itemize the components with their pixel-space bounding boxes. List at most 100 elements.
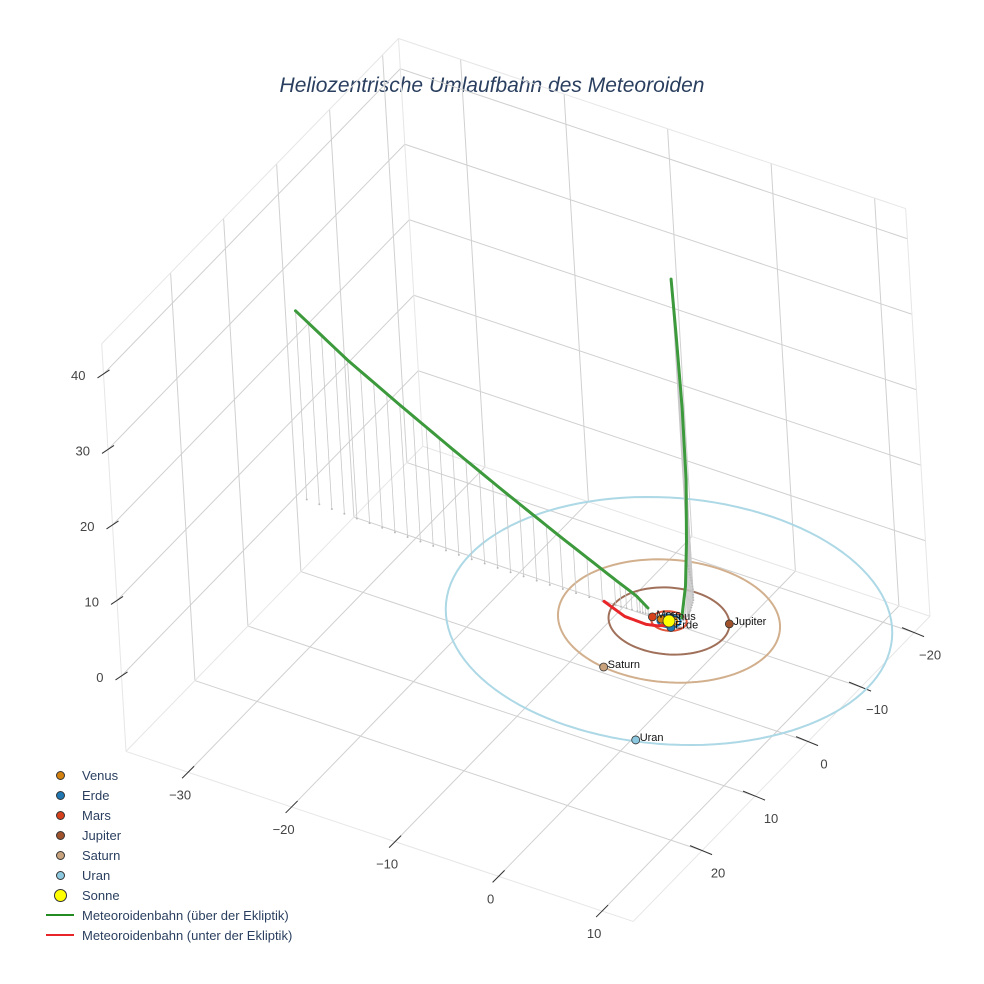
legend-item[interactable]: Saturn <box>40 845 292 865</box>
legend-item[interactable]: Meteoroidenbahn (unter der Ekliptik) <box>40 925 292 945</box>
legend-item[interactable]: Uran <box>40 865 292 885</box>
drop-lines <box>295 279 695 622</box>
legend-item[interactable]: Meteoroidenbahn (über der Ekliptik) <box>40 905 292 925</box>
wall-grid-line <box>382 54 408 463</box>
wall-grid-line <box>112 219 410 526</box>
drop-foot <box>687 567 690 570</box>
box-edge <box>398 38 906 210</box>
drop-line <box>572 546 577 594</box>
drop-foot <box>682 619 685 622</box>
planet-label: Jupiter <box>733 616 766 628</box>
drop-line <box>360 371 370 524</box>
planet-label: Saturn <box>608 659 640 671</box>
drop-foot <box>691 601 694 604</box>
wall-grid-line <box>404 143 913 315</box>
floor-grid-line <box>194 680 703 852</box>
floor-grid-line <box>291 501 589 808</box>
x-tick <box>595 904 609 918</box>
meteoroid-track <box>294 277 688 628</box>
legend-item[interactable]: Sonne <box>40 885 292 905</box>
drop-foot <box>381 526 384 529</box>
legend-label: Meteoroidenbahn (über der Ekliptik) <box>82 907 289 923</box>
drop-line <box>295 310 308 500</box>
y-tick <box>848 681 872 692</box>
wall-grid-line <box>563 94 589 502</box>
box-edge <box>125 750 634 922</box>
x-tick-label: 10 <box>587 926 601 941</box>
wall-grid-line <box>418 370 926 542</box>
floor-grid-line <box>394 536 693 842</box>
wall-grid-line <box>116 294 415 601</box>
drop-line <box>308 323 320 505</box>
wall-grid-line <box>874 198 900 606</box>
drop-line <box>438 438 447 551</box>
y-tick-label: 10 <box>764 811 778 826</box>
planet-label: Erde <box>675 619 698 631</box>
axis-grid <box>101 38 931 922</box>
z-tick <box>101 445 115 454</box>
x-tick <box>285 800 298 814</box>
legend-marker-icon <box>40 830 80 840</box>
drop-foot <box>330 508 333 511</box>
drop-foot <box>687 565 690 567</box>
drop-line <box>492 481 499 568</box>
legend-item[interactable]: Erde <box>40 785 292 805</box>
x-tick-label: −10 <box>376 857 398 872</box>
wall-grid-line <box>107 143 406 450</box>
legend-item[interactable]: Venus <box>40 765 292 785</box>
drop-foot <box>689 609 692 612</box>
drop-foot <box>688 570 691 573</box>
drop-line <box>613 578 617 606</box>
drop-foot <box>644 612 647 615</box>
legend-item[interactable]: Jupiter <box>40 825 292 845</box>
drop-foot <box>692 599 695 602</box>
drop-foot <box>445 549 448 552</box>
planet-label: Uran <box>640 732 664 744</box>
track-above-inbound <box>669 277 688 620</box>
drop-foot <box>639 610 642 613</box>
drop-line <box>465 460 473 560</box>
legend-item[interactable]: Mars <box>40 805 292 825</box>
y-tick <box>742 790 766 801</box>
drop-foot <box>305 498 308 501</box>
drop-foot <box>496 566 499 569</box>
drop-line <box>619 583 622 607</box>
drop-line <box>518 503 525 577</box>
drop-foot <box>561 588 564 591</box>
drop-foot <box>419 540 422 543</box>
z-tick <box>110 596 124 605</box>
drop-line <box>630 591 633 610</box>
drop-line <box>478 471 486 564</box>
legend-label: Saturn <box>82 847 121 863</box>
drop-line <box>321 335 333 510</box>
legend-label: Sonne <box>82 887 120 903</box>
y-tick-label: −10 <box>866 702 888 717</box>
drop-line <box>412 415 421 542</box>
drop-foot <box>368 522 371 525</box>
wall-grid-line <box>103 68 401 375</box>
sun <box>662 614 676 628</box>
drop-foot <box>683 618 686 621</box>
legend-label: Uran <box>82 867 111 883</box>
drop-foot <box>687 613 690 616</box>
drop-line <box>532 514 538 581</box>
floor-grid-line <box>406 462 915 634</box>
z-tick-label: 0 <box>96 670 103 685</box>
drop-line <box>425 426 434 546</box>
y-tick-label: 0 <box>820 757 827 772</box>
y-tick-label: −20 <box>919 648 941 663</box>
legend-line-icon <box>40 934 80 936</box>
y-tick <box>689 845 713 856</box>
wall-grid-line <box>329 109 355 518</box>
drop-foot <box>690 582 693 585</box>
x-tick-label: 0 <box>487 891 494 906</box>
legend-marker-icon <box>40 790 80 800</box>
planet-jupiter <box>724 619 734 629</box>
drop-foot <box>355 517 358 520</box>
x-tick <box>388 835 402 849</box>
drop-foot <box>406 535 409 538</box>
planet-saturn <box>599 662 609 672</box>
drop-foot <box>548 583 551 586</box>
